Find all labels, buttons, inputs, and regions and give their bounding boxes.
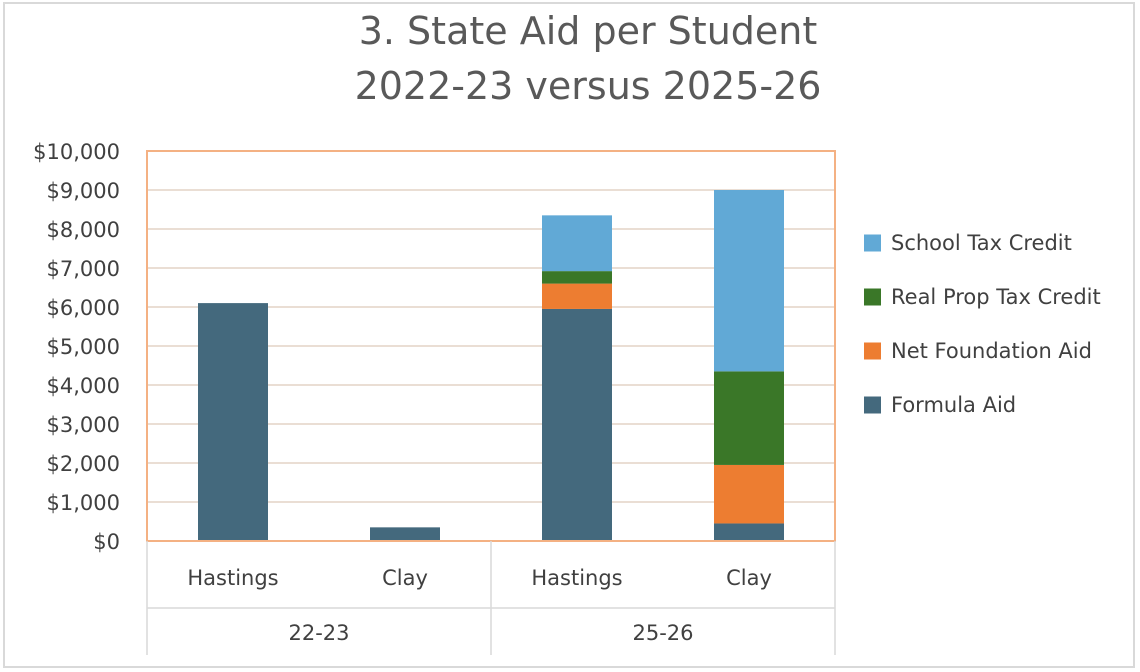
bar-formula-aid-2: [542, 308, 612, 541]
y-tick-label-3: $3,000: [47, 413, 120, 437]
x-category-label-2: Hastings: [531, 566, 622, 590]
x-group-label-0: 22-23: [288, 621, 349, 645]
y-tick-label-5: $5,000: [47, 335, 120, 359]
y-tick-label-4: $4,000: [47, 374, 120, 398]
y-tick-label-1: $1,000: [47, 491, 120, 515]
x-group-label-1: 25-26: [632, 621, 693, 645]
x-category-label-1: Clay: [382, 566, 428, 590]
bar-real-prop-tax-credit-2: [542, 271, 612, 284]
legend: School Tax Credit Real Prop Tax Credit Net…: [864, 231, 1101, 417]
bar-school-tax-credit-3: [714, 190, 784, 372]
legend-label-school-tax-credit: School Tax Credit: [891, 231, 1072, 255]
chart-title: 3. State Aid per Student 2022-23 versus …: [355, 9, 822, 108]
legend-swatch-formula-aid: [864, 396, 881, 414]
y-tick-label-9: $9,000: [47, 179, 120, 203]
chart-title-line-2: 2022-23 versus 2025-26: [355, 64, 822, 108]
legend-swatch-net-foundation-aid: [864, 342, 881, 360]
y-tick-label-8: $8,000: [47, 218, 120, 242]
bar-net-foundation-aid-3: [714, 464, 784, 524]
bars: [198, 190, 784, 541]
y-tick-label-10: $10,000: [33, 140, 120, 164]
bar-net-foundation-aid-2: [542, 283, 612, 309]
legend-swatch-school-tax-credit: [864, 234, 881, 252]
y-axis-tick-labels: $0 $1,000 $2,000 $3,000 $4,000 $5,000 $6,000 $7…: [33, 140, 120, 554]
legend-label-real-prop-tax-credit: Real Prop Tax Credit: [891, 285, 1101, 309]
y-tick-label-2: $2,000: [47, 452, 120, 476]
bar-school-tax-credit-2: [542, 215, 612, 272]
x-category-label-3: Clay: [726, 566, 772, 590]
bar-formula-aid-3: [714, 523, 784, 541]
legend-swatch-real-prop-tax-credit: [864, 288, 881, 306]
y-tick-label-0: $0: [93, 530, 120, 554]
bar-formula-aid-1: [370, 527, 440, 541]
bar-formula-aid-0: [198, 303, 268, 541]
legend-label-formula-aid: Formula Aid: [891, 393, 1016, 417]
y-tick-label-6: $6,000: [47, 296, 120, 320]
legend-label-net-foundation-aid: Net Foundation Aid: [891, 339, 1092, 363]
bar-real-prop-tax-credit-3: [714, 371, 784, 465]
x-axis: Hastings Clay Hastings Clay 22-23 25-26: [146, 541, 836, 655]
x-category-label-0: Hastings: [187, 566, 278, 590]
chart-title-line-1: 3. State Aid per Student: [359, 9, 818, 53]
y-tick-label-7: $7,000: [47, 257, 120, 281]
